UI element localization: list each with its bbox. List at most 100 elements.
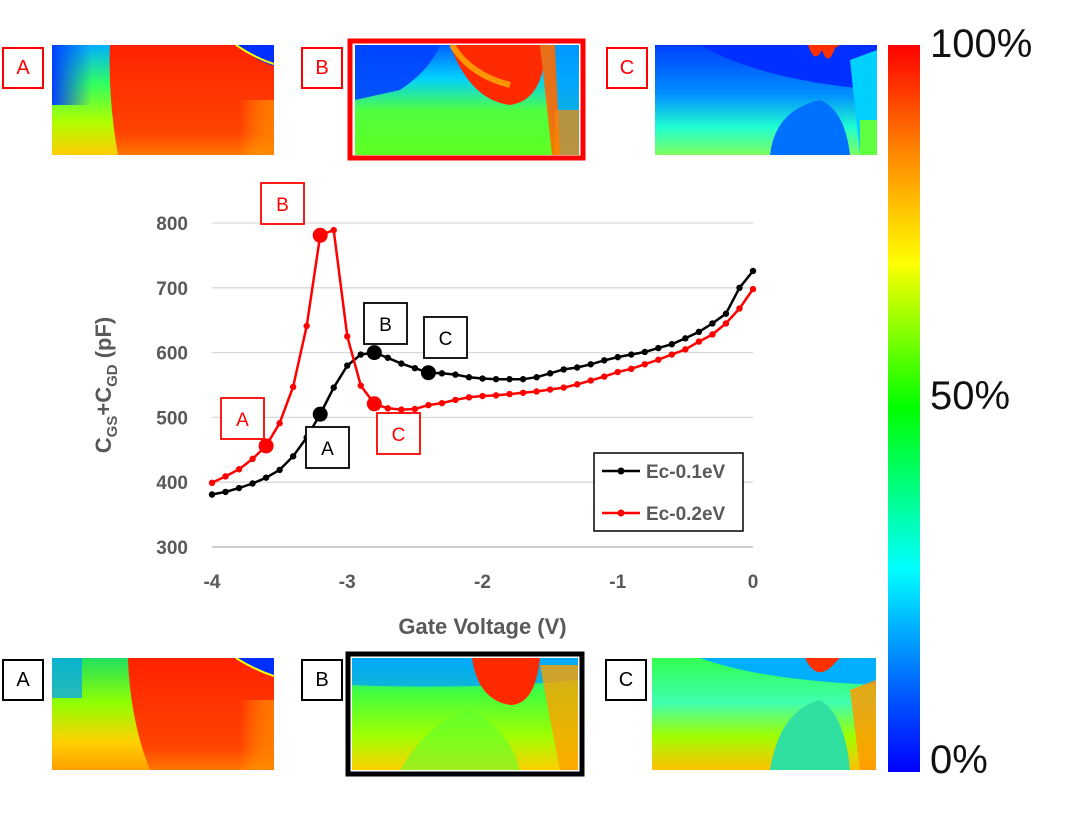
bottom-label-a: A — [2, 659, 44, 701]
data-point — [546, 386, 554, 393]
bottom-label-b: B — [301, 659, 343, 701]
data-point — [276, 466, 283, 474]
data-point — [249, 480, 256, 487]
data-point — [506, 390, 513, 398]
data-point — [573, 381, 581, 388]
data-point — [614, 353, 621, 361]
y-tick-label: 600 — [156, 344, 188, 365]
callout-box — [423, 316, 468, 359]
data-point — [749, 267, 757, 275]
data-point — [749, 285, 757, 293]
highlight-marker-b — [366, 345, 382, 361]
data-point — [384, 354, 392, 361]
x-tick-label: -4 — [204, 572, 221, 593]
top-label-b: B — [301, 47, 343, 89]
data-point — [682, 335, 689, 342]
bottom-map-b — [352, 658, 578, 770]
data-point — [208, 491, 216, 498]
data-point — [235, 466, 243, 473]
data-point — [560, 384, 567, 391]
y-tick-label: 800 — [156, 214, 188, 235]
y-tick-label: 400 — [156, 473, 188, 494]
data-point — [344, 362, 351, 369]
data-point — [587, 361, 594, 368]
y-tick-label: 700 — [156, 279, 188, 300]
data-point — [614, 368, 621, 376]
data-point — [655, 344, 662, 352]
data-point — [289, 453, 297, 460]
callout-box — [220, 397, 265, 440]
colorbar-mid-label: 50% — [930, 374, 1011, 418]
legend-label: Ec-0.2eV — [646, 504, 726, 525]
data-point — [668, 340, 676, 348]
data-point — [601, 357, 608, 364]
data-point — [506, 375, 513, 383]
data-point — [519, 375, 527, 383]
data-point — [533, 388, 540, 395]
data-point — [641, 348, 648, 356]
data-point — [479, 375, 486, 382]
data-point — [438, 399, 446, 407]
data-point — [303, 322, 310, 330]
top-label-a: A — [2, 47, 44, 89]
data-point — [330, 384, 337, 391]
callout-box — [305, 426, 350, 469]
data-point — [587, 377, 594, 384]
callout-box — [363, 302, 408, 345]
callout-box — [376, 412, 421, 455]
data-point — [384, 405, 392, 412]
callout-label: B — [276, 195, 289, 216]
legend-label: Ec-0.1eV — [646, 462, 726, 483]
data-point — [709, 320, 716, 327]
highlight-marker-c — [366, 396, 382, 412]
x-tick-label: -3 — [339, 572, 356, 593]
data-point — [492, 375, 500, 383]
legend-box — [593, 452, 744, 532]
callout-label: A — [236, 410, 249, 431]
colorbar — [888, 45, 920, 772]
data-point — [479, 392, 486, 400]
callout-box — [260, 182, 305, 225]
highlight-marker-a — [312, 406, 328, 422]
data-point — [722, 320, 730, 327]
data-point — [709, 331, 716, 338]
data-point — [546, 370, 554, 377]
bottom-map-b-highlight-frame — [345, 651, 585, 777]
data-point — [452, 396, 459, 404]
data-point — [668, 351, 676, 358]
x-tick-label: -2 — [474, 572, 491, 593]
data-point — [222, 473, 229, 480]
data-point — [641, 361, 648, 368]
data-point — [492, 392, 500, 399]
data-point — [357, 351, 364, 358]
data-point — [628, 365, 635, 372]
x-tick-label: -1 — [609, 572, 626, 593]
callout-label: C — [392, 425, 406, 446]
top-map-a — [52, 45, 274, 155]
callout-label: A — [321, 439, 334, 460]
data-point — [344, 333, 351, 340]
data-point — [452, 371, 459, 378]
data-point — [628, 351, 635, 358]
top-label-c: C — [606, 47, 648, 89]
data-point — [222, 488, 229, 496]
legend-swatch-dot — [617, 509, 625, 517]
data-point — [398, 406, 405, 413]
data-point — [262, 474, 270, 481]
data-point — [411, 405, 419, 413]
data-point — [425, 401, 432, 409]
top-map-b-highlight-frame — [347, 38, 586, 161]
data-point — [438, 370, 446, 377]
data-point — [695, 338, 703, 345]
data-point — [573, 364, 581, 371]
data-point — [289, 383, 297, 391]
colorbar-top-label: 100% — [930, 22, 1033, 66]
top-map-c — [655, 45, 877, 155]
data-point — [736, 305, 743, 312]
data-point — [235, 484, 243, 492]
data-point — [249, 455, 256, 463]
data-point — [357, 382, 364, 389]
data-point — [330, 226, 337, 234]
top-map-b — [355, 45, 579, 155]
